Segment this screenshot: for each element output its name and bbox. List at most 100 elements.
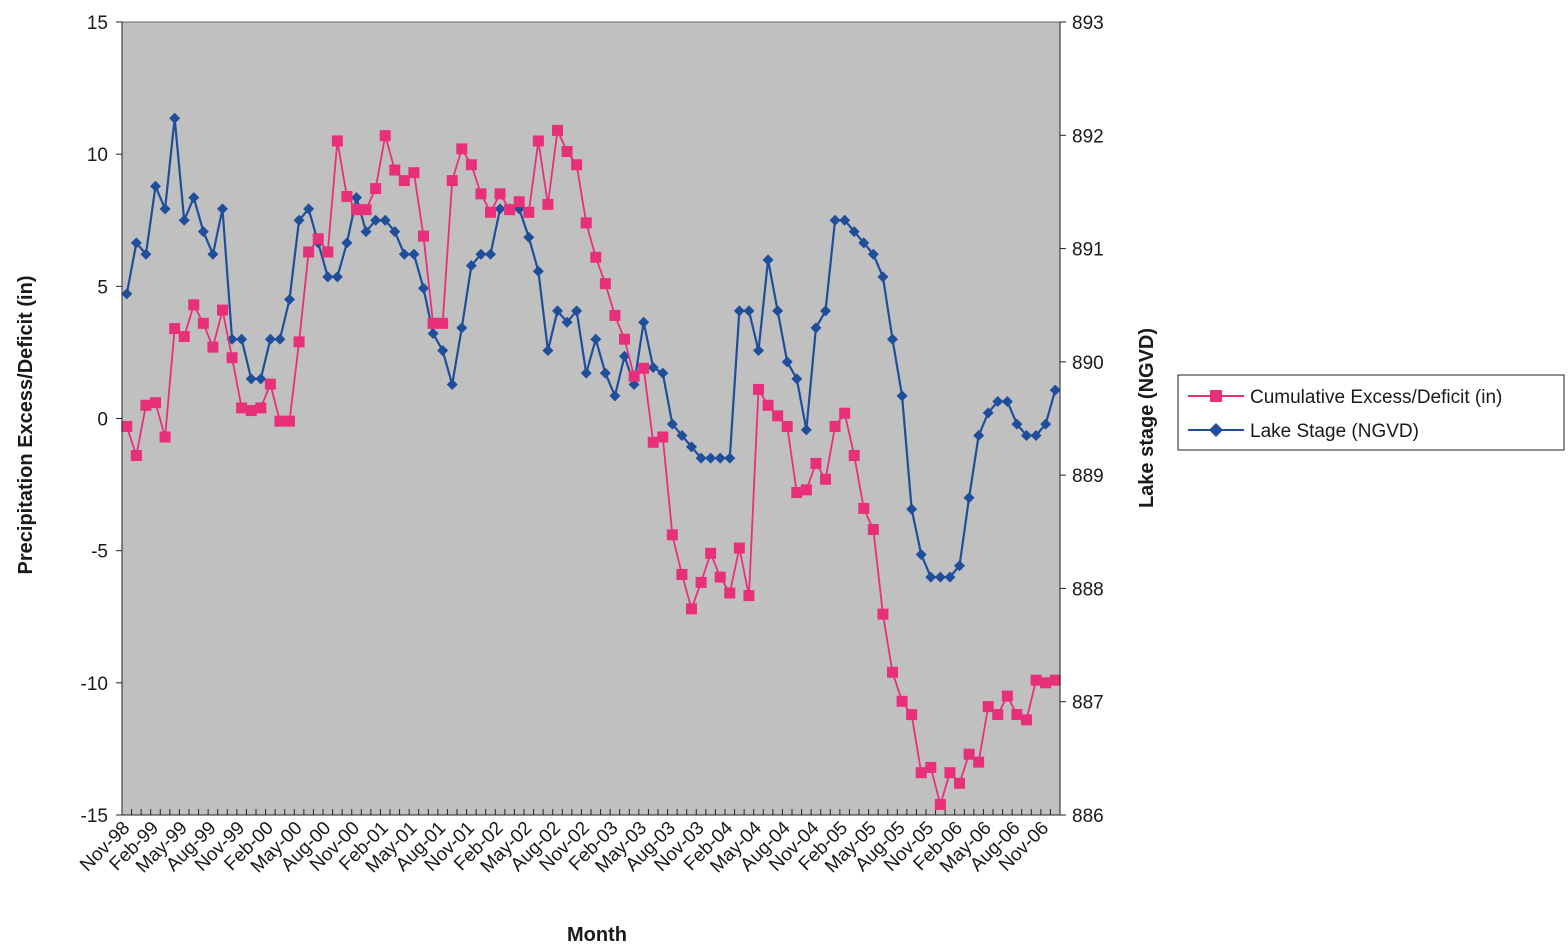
legend-marker-excess	[1210, 390, 1222, 402]
excess-point	[370, 183, 382, 195]
lake-stage-point	[580, 367, 592, 379]
excess-point	[781, 420, 793, 432]
y-tick-label: -5	[91, 542, 108, 563]
legend-item-excess: Cumulative Excess/Deficit (in)	[1188, 387, 1502, 408]
series-layer	[121, 112, 1061, 810]
legend-marker-lake-stage	[1209, 423, 1223, 437]
lake-stage-point	[772, 305, 784, 317]
lake-stage-point	[858, 237, 870, 249]
lake-stage-point	[264, 333, 276, 345]
lake-stage-point	[169, 112, 181, 124]
y2-tick-label: 891	[1072, 240, 1104, 261]
lake-stage-point	[590, 333, 602, 345]
lake-stage-point	[599, 367, 611, 379]
lake-stage-point	[714, 452, 726, 464]
lake-stage-point	[150, 180, 161, 192]
lake-stage-point	[446, 379, 458, 391]
legend-label-excess: Cumulative Excess/Deficit (in)	[1250, 387, 1502, 408]
excess-point	[638, 362, 650, 374]
excess-point	[800, 484, 812, 496]
excess-point	[791, 487, 803, 499]
excess-point	[1021, 714, 1032, 726]
lake-stage-point	[1030, 429, 1042, 441]
lake-stage-point	[820, 305, 831, 317]
excess-point	[686, 603, 697, 615]
x-tick-marks	[121, 809, 1061, 816]
excess-point	[140, 399, 152, 411]
excess-point	[169, 323, 181, 335]
excess-point	[810, 457, 822, 469]
lake-stage-point	[284, 294, 295, 306]
lake-stage-point	[762, 254, 774, 266]
excess-point	[858, 502, 870, 514]
left-axis-ticks: -15 -10 -5 0 5 10 15	[81, 13, 123, 827]
right-axis-ticks: 886 887 888 889 890 891 892 893	[1059, 13, 1104, 827]
lake-stage-point	[1021, 429, 1032, 441]
lake-stage-point	[839, 214, 851, 226]
excess-point	[274, 415, 286, 427]
excess-point	[532, 135, 544, 147]
lake-stage-point	[331, 271, 343, 283]
excess-point	[446, 175, 458, 187]
excess-point	[552, 124, 563, 136]
excess-point	[188, 299, 200, 311]
excess-point	[159, 431, 171, 443]
y2-tick-label: 892	[1072, 126, 1104, 147]
excess-point	[1011, 709, 1023, 721]
excess-point	[217, 304, 228, 316]
excess-point	[705, 547, 717, 559]
lake-stage-point	[571, 305, 583, 317]
y2-tick-label: 888	[1072, 579, 1104, 600]
excess-point	[351, 204, 362, 216]
y-tick-label: -10	[81, 674, 108, 695]
lake-stage-point	[130, 237, 142, 249]
y-tick-label: 15	[87, 13, 108, 34]
lake-stage-point	[896, 390, 908, 402]
lake-stage-point	[217, 203, 228, 215]
lake-stage-point	[934, 571, 946, 583]
lake-stage-point	[494, 203, 506, 215]
excess-point	[284, 415, 295, 427]
excess-point	[427, 317, 439, 329]
lake-stage-point	[188, 192, 200, 204]
y2-tick-label: 887	[1072, 693, 1104, 714]
lake-stage-point	[178, 214, 190, 226]
excess-point	[887, 666, 898, 678]
excess-point	[197, 317, 209, 329]
lake-stage-point	[303, 203, 315, 215]
excess-point	[360, 204, 372, 216]
lake-stage-point	[408, 248, 420, 260]
lake-stage-point	[791, 373, 803, 385]
excess-point	[465, 159, 477, 171]
lake-stage-point	[982, 407, 994, 419]
y2-tick-label: 890	[1072, 353, 1104, 374]
lake-stage-point	[810, 322, 822, 334]
lake-stage-point	[1040, 418, 1052, 430]
lake-stage-point	[963, 492, 975, 504]
excess-point	[762, 399, 774, 411]
lake-stage-point	[1001, 396, 1013, 408]
excess-point	[178, 331, 190, 343]
excess-point	[303, 246, 315, 258]
lake-stage-point	[140, 248, 152, 260]
lake-stage-point	[542, 345, 554, 357]
lake-stage-point	[753, 345, 764, 357]
lake-stage-point	[1049, 384, 1061, 396]
lake-stage-point	[532, 265, 544, 277]
lake-stage-point	[475, 248, 487, 260]
excess-point	[820, 473, 831, 485]
lake-stage-point	[1011, 418, 1023, 430]
excess-point	[590, 251, 602, 263]
excess-point	[255, 402, 267, 414]
excess-point	[963, 748, 975, 760]
lake-stage-point	[427, 328, 439, 340]
excess-point	[245, 405, 257, 417]
lake-stage-point	[877, 271, 889, 283]
excess-point	[331, 135, 343, 147]
excess-point	[944, 767, 956, 779]
y-tick-label: -15	[81, 806, 108, 827]
lake-stage-point	[245, 373, 257, 385]
lake-stage-point	[465, 260, 477, 272]
lake-stage-point	[418, 282, 429, 294]
